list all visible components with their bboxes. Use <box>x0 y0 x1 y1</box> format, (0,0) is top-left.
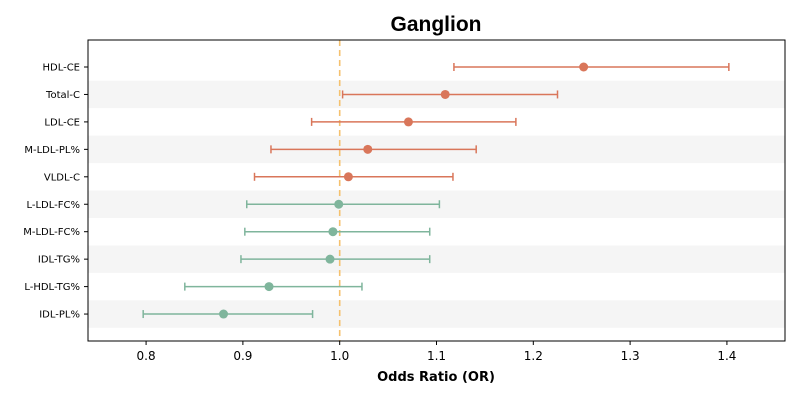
y-tick-label: LDL-CE <box>44 117 80 128</box>
x-tick-label: 1.2 <box>524 349 543 363</box>
y-tick-label: IDL-PL% <box>39 310 80 321</box>
x-tick-label: 1.0 <box>330 349 349 363</box>
y-tick-label: IDL-TG% <box>38 255 80 266</box>
y-tick-label: M-LDL-FC% <box>23 227 80 238</box>
or-point <box>334 199 344 209</box>
or-point <box>363 144 373 154</box>
x-axis-label: Odds Ratio (OR) <box>377 370 495 385</box>
or-point <box>403 117 413 127</box>
chart-title: Ganglion <box>391 13 482 36</box>
row-band <box>88 245 785 273</box>
x-tick-label: 1.1 <box>427 349 446 363</box>
or-point <box>219 309 229 319</box>
y-tick-label: VLDL-C <box>44 172 80 183</box>
estimate-marks <box>142 62 730 319</box>
x-tick-label: 0.8 <box>137 349 156 363</box>
or-point <box>264 282 274 292</box>
y-axis: HDL-CE Total-C LDL-CE M-LDL-PL% VLDL-C L-LDL-… <box>23 63 88 321</box>
x-tick-label: 1.3 <box>621 349 640 363</box>
or-point <box>343 172 353 182</box>
y-tick-label: HDL-CE <box>42 63 80 74</box>
or-point <box>325 254 335 264</box>
or-point <box>328 227 338 237</box>
y-tick-label: L-HDL-TG% <box>24 282 80 293</box>
x-axis: 0.8 0.9 1.0 1.1 1.2 1.3 1.4 <box>137 341 736 363</box>
or-point <box>440 89 450 99</box>
y-tick-label: M-LDL-PL% <box>24 145 80 156</box>
y-tick-label: Total-C <box>45 90 80 101</box>
x-tick-label: 0.9 <box>233 349 252 363</box>
y-tick-label: L-LDL-FC% <box>26 200 80 211</box>
x-tick-label: 1.4 <box>717 349 736 363</box>
or-point <box>579 62 589 72</box>
